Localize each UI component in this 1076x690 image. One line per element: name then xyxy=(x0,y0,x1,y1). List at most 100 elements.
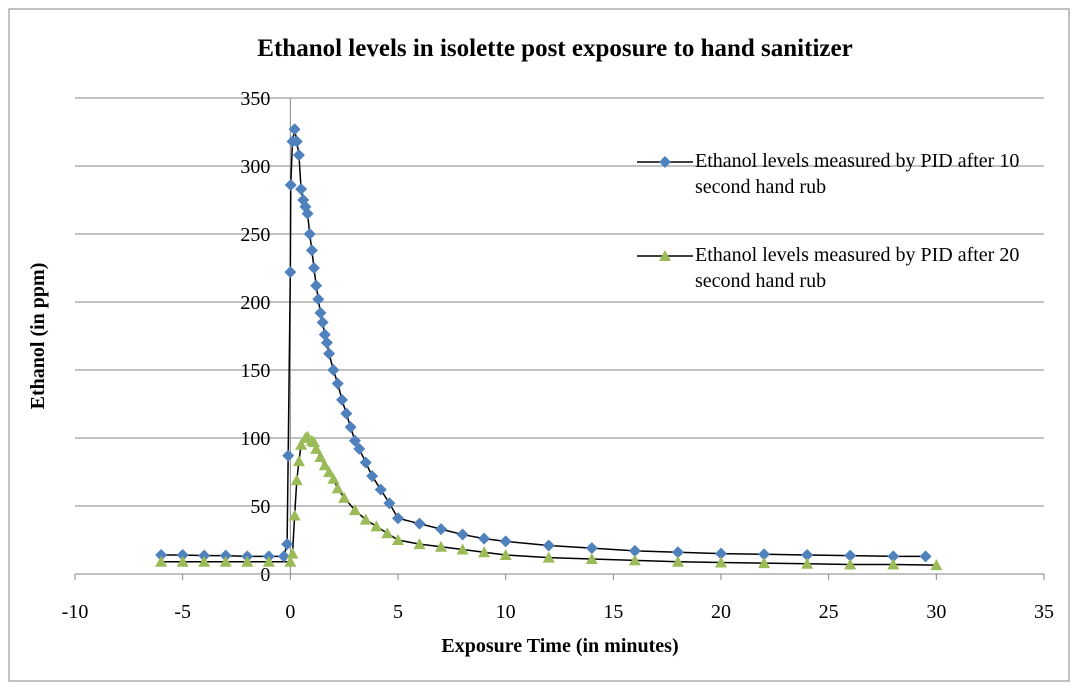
data-point xyxy=(310,279,323,292)
data-point xyxy=(628,544,641,557)
chart-title: Ethanol levels in isolette post exposure… xyxy=(257,35,852,62)
data-point xyxy=(308,262,321,274)
data-point xyxy=(413,538,426,550)
data-point xyxy=(930,559,943,571)
data-point xyxy=(288,123,301,136)
data-point xyxy=(290,474,303,486)
data-point xyxy=(327,472,340,484)
data-point xyxy=(344,421,357,434)
x-tick-label: -10 xyxy=(62,601,89,623)
data-point xyxy=(290,135,303,148)
data-point xyxy=(801,557,814,569)
data-point xyxy=(219,555,232,567)
data-point xyxy=(310,442,323,454)
data-point xyxy=(381,527,394,539)
data-point xyxy=(312,293,325,306)
data-point xyxy=(219,549,232,562)
data-point xyxy=(241,555,254,567)
data-point xyxy=(284,266,297,279)
data-point xyxy=(359,513,372,525)
data-point xyxy=(314,306,327,319)
x-tick-label: 10 xyxy=(496,601,516,623)
data-point xyxy=(542,539,555,552)
data-point xyxy=(353,442,366,455)
data-point xyxy=(305,244,318,257)
data-point xyxy=(176,555,189,567)
data-point xyxy=(887,550,900,563)
data-point xyxy=(671,546,684,559)
data-point xyxy=(758,548,771,561)
data-point xyxy=(301,207,314,220)
series-line xyxy=(161,129,926,558)
data-point xyxy=(478,532,491,545)
data-point xyxy=(585,542,598,555)
data-point xyxy=(478,546,491,558)
x-tick-label: 30 xyxy=(926,601,946,623)
data-point xyxy=(370,520,383,532)
y-tick-label: 100 xyxy=(240,428,270,450)
data-point xyxy=(628,554,641,566)
y-tick-label: 50 xyxy=(250,496,270,518)
data-point xyxy=(284,179,297,192)
legend: Ethanol levels measured by PID after 10 … xyxy=(695,148,1055,336)
data-point xyxy=(499,535,512,548)
data-point xyxy=(176,548,189,561)
x-tick-label: 5 xyxy=(393,601,403,623)
data-point xyxy=(348,504,361,516)
data-point xyxy=(286,547,299,559)
data-point xyxy=(374,483,387,496)
x-tick-label: 0 xyxy=(285,601,295,623)
data-point xyxy=(318,459,331,471)
data-point xyxy=(295,183,308,196)
data-point xyxy=(314,451,327,463)
data-point xyxy=(758,557,771,569)
data-point xyxy=(331,377,344,390)
data-point xyxy=(456,543,469,555)
data-point xyxy=(542,551,555,563)
x-tick-label: -5 xyxy=(174,601,191,623)
data-point xyxy=(801,548,814,561)
data-point xyxy=(323,466,336,477)
x-tick-label: 20 xyxy=(711,601,731,623)
data-point xyxy=(413,517,426,530)
data-point xyxy=(844,558,857,570)
data-point xyxy=(320,336,333,349)
chart-frame xyxy=(8,8,1070,682)
data-point xyxy=(366,470,379,483)
data-point xyxy=(340,407,353,420)
legend-entry: Ethanol levels measured by PID after 20 … xyxy=(695,244,1020,292)
x-tick-label: 25 xyxy=(819,601,839,623)
data-point xyxy=(308,436,321,448)
data-point xyxy=(499,548,512,560)
data-point xyxy=(198,555,211,567)
data-point xyxy=(435,540,448,552)
data-point xyxy=(318,328,331,341)
data-point xyxy=(919,550,932,563)
data-point xyxy=(383,497,396,510)
data-point xyxy=(392,534,404,545)
y-axis-label: Ethanol (in ppm) xyxy=(27,263,49,410)
data-point xyxy=(292,149,305,162)
data-point xyxy=(262,555,275,567)
data-point xyxy=(338,491,351,503)
data-point xyxy=(155,555,168,567)
y-tick-label: 350 xyxy=(240,88,270,110)
data-point xyxy=(277,550,290,563)
y-tick-label: 200 xyxy=(240,292,270,314)
data-point xyxy=(392,512,404,525)
y-tick-label: 0 xyxy=(260,564,270,586)
data-point xyxy=(327,364,340,376)
data-point xyxy=(659,250,671,261)
data-point xyxy=(155,548,168,561)
data-point xyxy=(282,449,295,462)
data-point xyxy=(887,558,900,570)
x-axis-label: Exposure Time (in minutes) xyxy=(441,635,678,657)
y-tick-label: 150 xyxy=(240,360,270,382)
data-point xyxy=(456,528,469,541)
data-point xyxy=(715,556,727,568)
data-point xyxy=(288,509,301,521)
y-tick-label: 250 xyxy=(240,224,270,246)
data-point xyxy=(331,482,344,494)
data-point xyxy=(198,549,211,562)
